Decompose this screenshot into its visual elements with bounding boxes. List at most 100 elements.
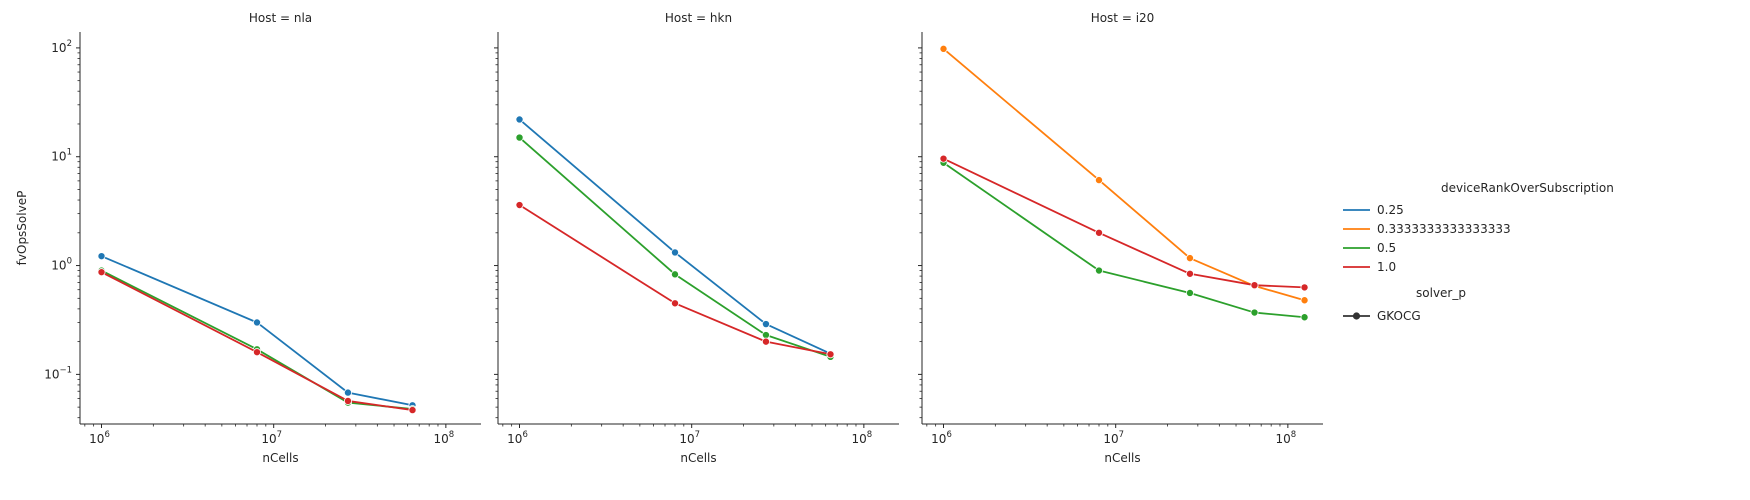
x-tick-exponent: 6 (104, 430, 109, 440)
legend-label: 1.0 (1377, 260, 1396, 274)
series-0-25 (97, 252, 417, 410)
data-point (1094, 228, 1103, 237)
x-axis-label: nCells (1104, 451, 1140, 465)
legend-style-title: solver_p (1416, 286, 1466, 300)
x-tick-exponent: 8 (1291, 430, 1296, 440)
series-1-0 (97, 268, 417, 415)
x-tick-label: 108 (1276, 430, 1297, 446)
x-tick-base: 10 (434, 432, 449, 446)
x-tick-exponent: 8 (867, 430, 872, 440)
series-0-25 (515, 115, 835, 358)
series-1-0 (515, 201, 835, 359)
data-point (670, 299, 679, 308)
series-line (942, 162, 1305, 319)
y-tick-base: 10 (51, 259, 66, 273)
x-tick-exponent: 7 (1119, 430, 1124, 440)
legend-item: GKOCG (1343, 309, 1421, 323)
x-tick-label: 108 (434, 430, 455, 446)
x-tick-label: 107 (679, 430, 700, 446)
legend-item: 0.5 (1343, 241, 1396, 255)
x-tick-exponent: 8 (449, 430, 454, 440)
x-tick-exponent: 6 (522, 430, 527, 440)
y-tick-exponent: 2 (67, 39, 72, 49)
data-point (1300, 283, 1309, 292)
x-tick-label: 106 (507, 430, 528, 446)
legend-label: 0.3333333333333333 (1377, 222, 1511, 236)
data-point (1300, 296, 1309, 305)
series-line (101, 271, 413, 411)
data-point (1094, 176, 1103, 185)
legend-item: 1.0 (1343, 260, 1396, 274)
y-tick-label: 101 (51, 148, 72, 164)
legend-item: 0.3333333333333333 (1343, 222, 1511, 236)
legend-item: 0.25 (1343, 203, 1404, 217)
series-0-5 (515, 133, 835, 361)
y-tick-base: 10 (44, 367, 59, 381)
y-tick-base: 10 (51, 150, 66, 164)
x-axis-label: nCells (680, 451, 716, 465)
data-point (761, 320, 770, 329)
x-tick-label: 108 (852, 430, 873, 446)
y-tick-label: 102 (51, 39, 72, 55)
data-point (252, 348, 261, 357)
y-tick-exponent: 1 (67, 148, 72, 158)
y-tick-label: 10−1 (44, 365, 72, 381)
series-line (942, 48, 1305, 302)
series-line (101, 255, 413, 407)
x-tick-label: 106 (89, 430, 110, 446)
series-0-3333333333333333 (939, 44, 1309, 305)
data-point (1250, 281, 1259, 290)
x-tick-label: 106 (931, 430, 952, 446)
legend-label: 0.5 (1377, 241, 1396, 255)
y-axis-label: fvOpsSolveP (15, 191, 29, 266)
x-tick-base: 10 (1103, 432, 1118, 446)
legend-hue-title: deviceRankOverSubscription (1441, 181, 1614, 195)
y-tick-base: 10 (51, 41, 66, 55)
data-point (515, 115, 524, 124)
x-tick-base: 10 (89, 432, 104, 446)
data-point (343, 388, 352, 397)
data-point (252, 318, 261, 327)
x-tick-base: 10 (1276, 432, 1291, 446)
x-tick-exponent: 6 (946, 430, 951, 440)
series-line (101, 269, 413, 410)
x-tick-exponent: 7 (695, 430, 700, 440)
legend-label: 0.25 (1377, 203, 1404, 217)
series-line (518, 118, 831, 355)
series-0-5 (97, 266, 417, 414)
series-line (519, 204, 831, 356)
series-0-5 (939, 158, 1309, 322)
x-tick-base: 10 (507, 432, 522, 446)
series-1-0 (939, 154, 1309, 292)
data-point (97, 252, 106, 261)
panel-title: Host = nla (249, 11, 312, 25)
data-point (408, 406, 417, 415)
x-tick-base: 10 (261, 432, 276, 446)
x-tick-exponent: 7 (277, 430, 282, 440)
data-point (939, 154, 948, 163)
data-point (761, 331, 770, 340)
x-tick-label: 107 (261, 430, 282, 446)
data-point (343, 396, 352, 405)
data-point (515, 133, 524, 142)
series-line (943, 157, 1305, 289)
data-point (515, 201, 524, 210)
panel-title: Host = hkn (665, 11, 732, 25)
data-point (97, 268, 106, 277)
legend-marker (1352, 312, 1361, 320)
x-tick-label: 107 (1103, 430, 1124, 446)
data-point (1185, 288, 1194, 297)
data-point (1185, 254, 1194, 263)
data-point (1094, 266, 1103, 275)
data-point (826, 350, 835, 359)
data-point (761, 337, 770, 346)
x-tick-base: 10 (931, 432, 946, 446)
data-point (939, 44, 948, 53)
y-tick-exponent: −1 (59, 365, 72, 375)
legend: deviceRankOverSubscription 0.25 0.33333333… (1343, 181, 1614, 323)
data-point (1250, 308, 1259, 317)
